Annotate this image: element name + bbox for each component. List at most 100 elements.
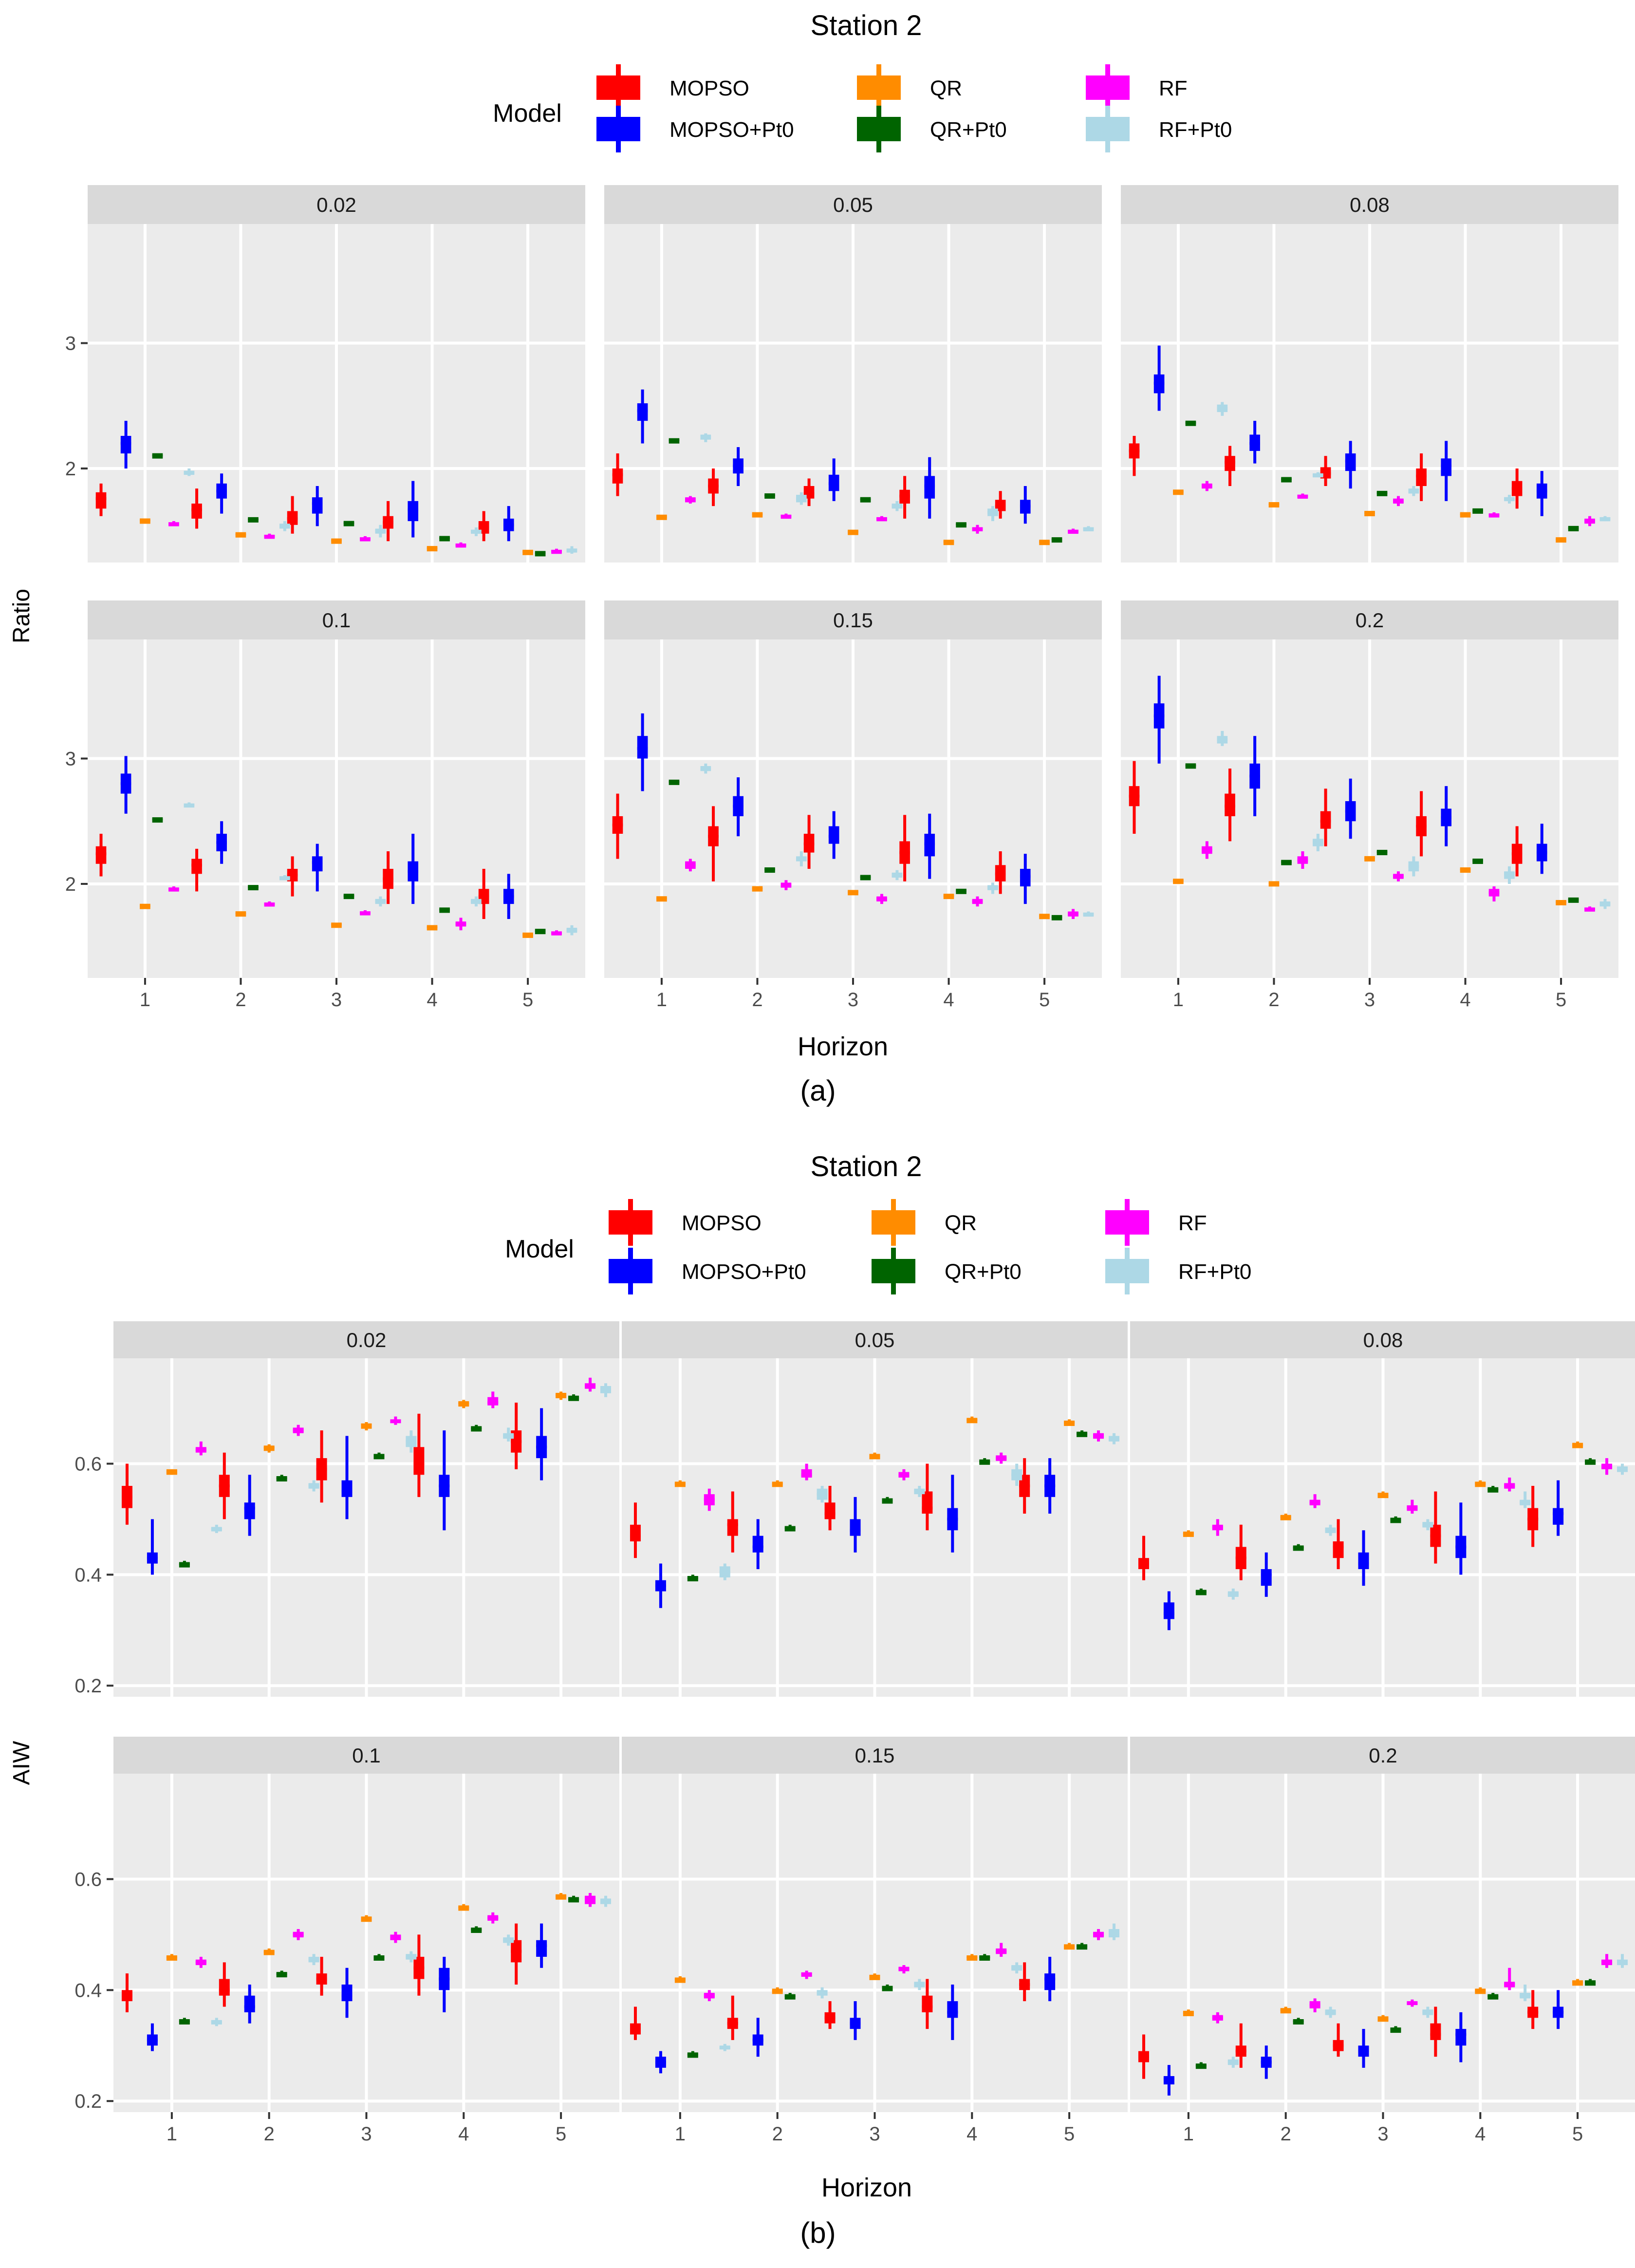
box-rf xyxy=(585,1377,596,1392)
x-tick-label: 4 xyxy=(943,989,954,1011)
box-rf-pt0 xyxy=(1408,486,1419,496)
box-qr xyxy=(556,1391,567,1400)
box xyxy=(1185,765,1196,769)
facet-panel: 0.2 1 2 3 4 5 xyxy=(1121,600,1618,1011)
box-rf xyxy=(1297,493,1308,499)
box-rf-pt0 xyxy=(308,1480,319,1492)
box-mopso-pt0 xyxy=(536,1923,547,1968)
box-qr-pt0 xyxy=(1281,860,1292,865)
box-mopso-pt0 xyxy=(503,506,514,542)
box-rf xyxy=(685,859,696,872)
box xyxy=(1455,2029,1467,2046)
box-qr xyxy=(943,540,954,545)
chart-a: Station 2 Model MOPSO MOPSO+Pt0 QR QR+Pt0 RF… xyxy=(9,10,1618,1107)
box-mopso-pt0 xyxy=(244,1984,255,2024)
box-mopso xyxy=(824,1486,836,1531)
box-mopso xyxy=(899,476,910,519)
box-rf-pt0 xyxy=(796,851,807,866)
box-mopso-pt0 xyxy=(408,481,419,538)
box xyxy=(752,887,763,892)
box-mopso-pt0 xyxy=(216,821,227,864)
x-tick-label: 1 xyxy=(675,2123,686,2145)
chart-a-legend: MOPSO MOPSO+Pt0 QR QR+Pt0 RF RF+Pt0 xyxy=(596,64,1232,152)
box xyxy=(1281,861,1292,865)
box xyxy=(1487,1488,1499,1493)
box-mopso-pt0 xyxy=(536,1408,547,1481)
box-mopso xyxy=(1138,1536,1149,1580)
facet-strip-label: 0.2 xyxy=(1369,1744,1397,1767)
box-qr xyxy=(848,890,858,896)
box xyxy=(427,926,438,931)
box-rf xyxy=(360,910,371,916)
box-rf-pt0 xyxy=(1313,472,1323,478)
box-qr xyxy=(235,532,246,538)
box-mopso xyxy=(1511,468,1523,509)
box xyxy=(341,1984,353,2002)
x-tick-label: 4 xyxy=(966,2123,977,2145)
box xyxy=(1185,422,1196,426)
facet-strip-label: 0.1 xyxy=(352,1744,380,1767)
box-rf-pt0 xyxy=(892,501,903,511)
box-rf xyxy=(1202,841,1212,859)
legend-label: RF+Pt0 xyxy=(1178,1260,1251,1284)
box-qr-pt0 xyxy=(439,536,450,542)
box xyxy=(535,552,546,557)
box-mopso-pt0 xyxy=(1455,2012,1467,2062)
facet-panel: 0.15 1 2 3 4 5 xyxy=(604,600,1102,1011)
box-mopso xyxy=(287,496,298,534)
facet-strip xyxy=(113,1737,619,1774)
box-mopso-pt0 xyxy=(341,1968,353,2018)
chart-b-legend: MOPSO MOPSO+Pt0 QR QR+Pt0 RF RF+Pt0 xyxy=(609,1199,1251,1294)
box xyxy=(95,492,107,509)
legend-key xyxy=(857,75,901,100)
chart-b-sublabel: (b) xyxy=(800,2216,836,2249)
box-rf xyxy=(1202,481,1212,491)
box xyxy=(568,1898,579,1903)
facet-strip-label: 0.1 xyxy=(322,609,351,632)
x-tick-label: 3 xyxy=(331,989,342,1011)
box-mopso-pt0 xyxy=(1249,421,1260,464)
box-mopso-pt0 xyxy=(1536,471,1547,516)
box xyxy=(263,1951,275,1955)
y-tick-label: 0.4 xyxy=(74,1980,102,2001)
box-mopso-pt0 xyxy=(733,447,743,486)
x-tick-label: 3 xyxy=(1364,989,1375,1011)
box-qr-pt0 xyxy=(179,2018,190,2025)
box xyxy=(1281,478,1292,483)
box-rf-pt0 xyxy=(1422,2006,1433,2018)
facet-strip-label: 0.05 xyxy=(855,1329,895,1351)
box xyxy=(1293,2021,1304,2025)
chart-b: Station 2 Model MOPSO MOPSO+Pt0 QR QR+Pt0 RF… xyxy=(9,1151,1635,2249)
box xyxy=(869,1455,880,1460)
box xyxy=(752,513,763,518)
box-mopso-pt0 xyxy=(655,1563,666,1608)
box-qr-pt0 xyxy=(687,2051,698,2058)
box-rf-pt0 xyxy=(279,875,290,881)
box-qr-pt0 xyxy=(1185,763,1196,769)
box-mopso-pt0 xyxy=(1163,1591,1174,1631)
box-mopso xyxy=(612,793,623,859)
box-mopso xyxy=(191,488,202,529)
box-qr xyxy=(166,1954,177,1961)
box-qr-pt0 xyxy=(276,1970,287,1978)
box xyxy=(235,913,246,917)
box-qr-pt0 xyxy=(343,521,354,526)
legend-item-rf: RF xyxy=(1086,64,1188,111)
box-mopso-pt0 xyxy=(924,813,935,879)
box-qr-pt0 xyxy=(1472,859,1483,864)
box xyxy=(1051,916,1062,920)
box xyxy=(343,895,354,900)
box xyxy=(248,518,259,523)
box-qr-pt0 xyxy=(1077,1943,1088,1950)
box-qr-pt0 xyxy=(1293,2018,1304,2025)
box-mopso xyxy=(630,2006,641,2040)
box-qr xyxy=(869,1452,880,1460)
box-qr xyxy=(427,546,438,552)
box xyxy=(1460,869,1471,873)
box-rf-pt0 xyxy=(1520,1984,1531,2002)
y-tick-label: 0.2 xyxy=(74,2091,102,2112)
x-tick-label: 1 xyxy=(1183,2123,1194,2145)
box xyxy=(179,2021,190,2025)
box-mopso xyxy=(413,1413,425,1497)
box-qr xyxy=(966,1416,978,1424)
